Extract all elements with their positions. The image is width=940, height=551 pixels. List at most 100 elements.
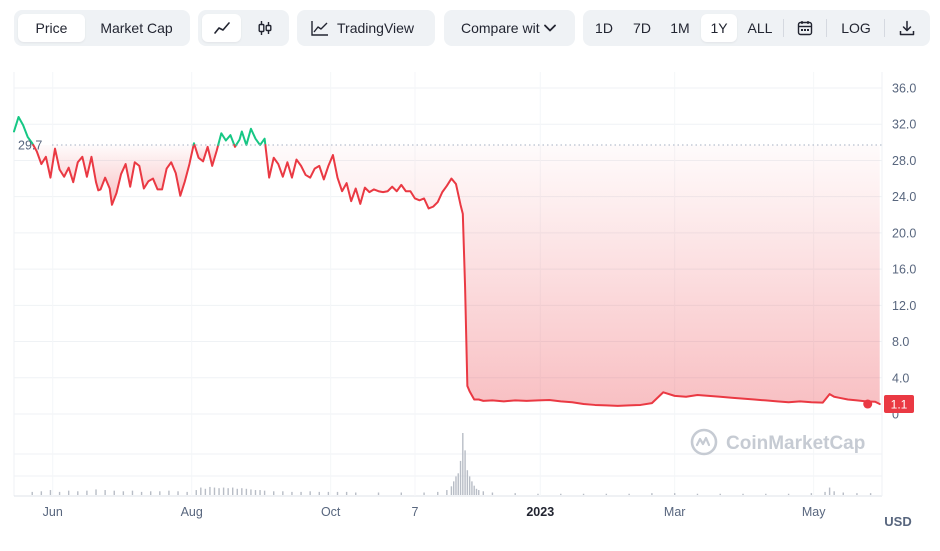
range-1d[interactable]: 1D [595, 20, 613, 36]
candlestick-button[interactable] [245, 14, 284, 42]
line-chart-button[interactable] [202, 14, 241, 42]
reference-value-label: 29.7 [18, 139, 42, 153]
volume-bar [452, 481, 455, 495]
volume-bar [828, 487, 831, 495]
volume-bar [77, 491, 79, 495]
volume-bar [437, 491, 439, 495]
y-tick-label: 16.0 [892, 263, 916, 277]
candlestick-icon [258, 21, 271, 35]
volume-bar [765, 493, 767, 495]
currency-label: USD [884, 514, 911, 529]
volume-bar [459, 460, 462, 495]
coinmarketcap-logo-mark [695, 436, 711, 447]
volume-bar [241, 488, 243, 495]
volume-bar [455, 476, 457, 495]
last-price-dot [863, 399, 873, 409]
volume-bar [537, 493, 539, 495]
volume-bar [475, 488, 478, 495]
y-tick-label: 28.0 [892, 154, 916, 168]
coinmarketcap-logo-icon [690, 428, 718, 456]
volume-bar [204, 488, 207, 495]
volume-bar [491, 492, 494, 495]
volume-bar [195, 490, 197, 495]
tab-market-cap[interactable]: Market Cap [100, 20, 173, 36]
tradingview-button[interactable]: TradingView [297, 10, 435, 46]
volume-bar [113, 490, 115, 495]
y-tick-label: 24.0 [892, 190, 916, 204]
volume-bar [377, 492, 380, 495]
volume-bar [213, 487, 216, 495]
volume-bar [582, 493, 585, 495]
volume-bar [49, 490, 52, 495]
volume-bar [462, 433, 464, 495]
compare-inner: Compare wit [448, 14, 571, 42]
range-1m[interactable]: 1M [670, 20, 690, 36]
volume-bar [345, 491, 348, 495]
volume-bar [833, 491, 835, 495]
area-fill-layer [33, 145, 880, 406]
chart-type-group [198, 10, 289, 46]
volume-bar [40, 491, 43, 495]
x-tick-label: Aug [181, 505, 203, 519]
volume-bar [464, 450, 466, 495]
volume-bar [86, 490, 88, 495]
volume-bar [186, 491, 188, 495]
volume-bar [245, 488, 248, 495]
volume-bar [131, 490, 134, 495]
volume-bar [514, 493, 516, 495]
volume-bar [446, 490, 448, 495]
volume-bar [282, 491, 284, 495]
log-button[interactable]: LOG [841, 20, 871, 36]
volume-bar [856, 493, 858, 495]
range-all[interactable]: ALL [747, 20, 773, 36]
volume-bar [466, 470, 469, 495]
range-divider-2 [826, 19, 827, 37]
chevron-down-icon [543, 24, 556, 32]
volume-bar [742, 493, 744, 495]
download-icon [899, 20, 915, 36]
price-line-up [13, 115, 35, 147]
download-button[interactable] [889, 14, 925, 42]
volume-bar [810, 493, 813, 495]
watermark-text: CoinMarketCap [726, 433, 865, 454]
x-tick-label: May [802, 505, 826, 519]
price-line-down [32, 144, 195, 206]
volume-bar [842, 492, 844, 495]
volume-bar [254, 490, 257, 495]
volume-bar [149, 491, 152, 495]
x-tick-label: 2023 [526, 505, 554, 519]
volume-bar [250, 489, 252, 495]
price-line-layer [13, 115, 881, 409]
x-tick-label: Mar [664, 505, 686, 519]
range-7d[interactable]: 7D [633, 20, 651, 36]
volume-bar [58, 491, 61, 495]
volume-bar [232, 487, 234, 495]
volume-bar [560, 493, 562, 495]
x-tick-label: Jun [43, 505, 63, 519]
compare-dropdown[interactable]: Compare wit [444, 10, 575, 46]
volume-bar [478, 490, 480, 495]
price-line-down [193, 144, 220, 167]
volume-bar [824, 491, 826, 495]
calendar-button[interactable] [788, 14, 822, 42]
volume-bar [31, 491, 33, 495]
tradingview-inner: TradingView [301, 14, 431, 42]
volume-bar [355, 492, 357, 495]
below-reference-area [194, 145, 219, 166]
price-line-down [264, 144, 881, 407]
y-tick-label: 20.0 [892, 226, 916, 240]
compare-label: Compare wit [461, 20, 540, 36]
price-chart[interactable]: 36.0 32.0 28.0 24.0 20.0 16.0 12.0 8.0 4.0 0 Jun Au… [0, 56, 940, 546]
volume-bar [457, 473, 459, 495]
volume-bar [140, 491, 143, 495]
tab-price[interactable]: Price [18, 14, 85, 42]
volume-bar [450, 486, 453, 495]
price-chart-svg: 36.0 32.0 28.0 24.0 20.0 16.0 12.0 8.0 4.0 0 Jun Au… [13, 72, 916, 529]
volume-bar [168, 490, 170, 495]
range-1y[interactable]: 1Y [701, 14, 737, 42]
volume-bar [468, 476, 471, 495]
volume-bar [300, 491, 302, 495]
volume-bar [651, 493, 653, 495]
range-divider [783, 19, 784, 37]
y-tick-label: 0 [892, 408, 899, 422]
